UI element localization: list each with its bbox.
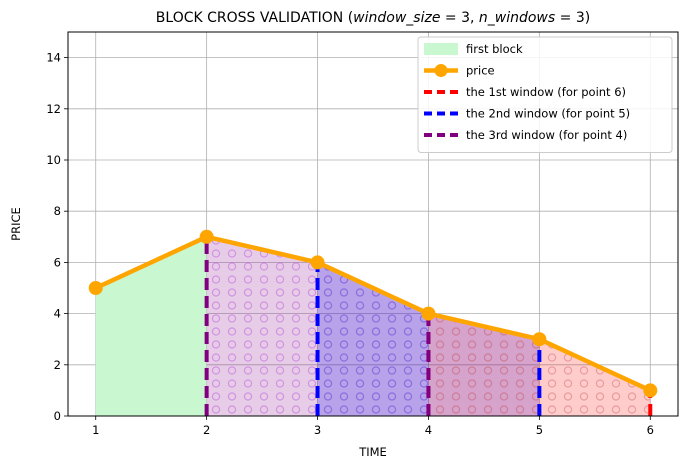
y-tick-label-6: 6 bbox=[54, 255, 61, 269]
legend-label-1: price bbox=[466, 64, 495, 78]
price-point-2 bbox=[199, 229, 214, 244]
legend-label-2: the 1st window (for point 6) bbox=[466, 85, 626, 99]
price-line bbox=[94, 234, 652, 393]
legend-box bbox=[417, 36, 673, 153]
x-axis-label: TIME bbox=[358, 445, 387, 459]
price-point-4 bbox=[421, 306, 436, 321]
title-prefix: BLOCK CROSS VALIDATION ( bbox=[156, 10, 353, 26]
price-point-5 bbox=[532, 332, 547, 347]
x-tick-label-2: 2 bbox=[203, 423, 210, 437]
y-tick-label-0: 0 bbox=[54, 409, 61, 423]
x-tick-label-4: 4 bbox=[425, 423, 432, 437]
y-tick-label-12: 12 bbox=[46, 102, 61, 116]
title-eq2: = 3) bbox=[555, 10, 590, 26]
title-eq1: = 3, bbox=[440, 10, 478, 26]
title-var1: window_size bbox=[353, 10, 440, 26]
window-regions bbox=[95, 236, 651, 416]
price-series bbox=[88, 229, 658, 398]
region-first-block bbox=[95, 236, 207, 416]
x-axis-ticks: 1 2 3 4 5 6 bbox=[92, 416, 654, 437]
y-axis-label: PRICE bbox=[9, 207, 23, 241]
y-axis-ticks: 0 2 4 6 8 10 12 14 bbox=[46, 51, 68, 423]
legend-label-4: the 3rd window (for point 4) bbox=[466, 128, 627, 142]
y-tick-label-2: 2 bbox=[54, 358, 61, 372]
chart-title: BLOCK CROSS VALIDATION (window_size = 3,… bbox=[156, 10, 590, 26]
region-window-hatch-3 bbox=[428, 313, 651, 416]
price-point-6 bbox=[643, 383, 658, 398]
legend-marker-1 bbox=[434, 64, 448, 77]
legend: first block price the 1st window (for poin… bbox=[417, 36, 673, 153]
y-tick-label-10: 10 bbox=[46, 153, 61, 167]
price-point-3 bbox=[310, 255, 325, 270]
legend-swatch-0 bbox=[424, 43, 458, 55]
plot-frame bbox=[67, 31, 679, 417]
title-var2: n_windows bbox=[479, 10, 555, 26]
x-tick-label-5: 5 bbox=[536, 423, 543, 437]
y-tick-label-14: 14 bbox=[46, 51, 61, 65]
y-tick-label-4: 4 bbox=[54, 307, 61, 321]
price-point-1 bbox=[88, 281, 103, 295]
y-tick-label-8: 8 bbox=[54, 204, 61, 218]
x-tick-label-6: 6 bbox=[647, 423, 654, 437]
x-tick-label-1: 1 bbox=[92, 423, 99, 437]
legend-label-3: the 2nd window (for point 5) bbox=[466, 107, 630, 121]
x-tick-label-3: 3 bbox=[314, 423, 321, 437]
legend-label-0: first block bbox=[466, 42, 523, 56]
